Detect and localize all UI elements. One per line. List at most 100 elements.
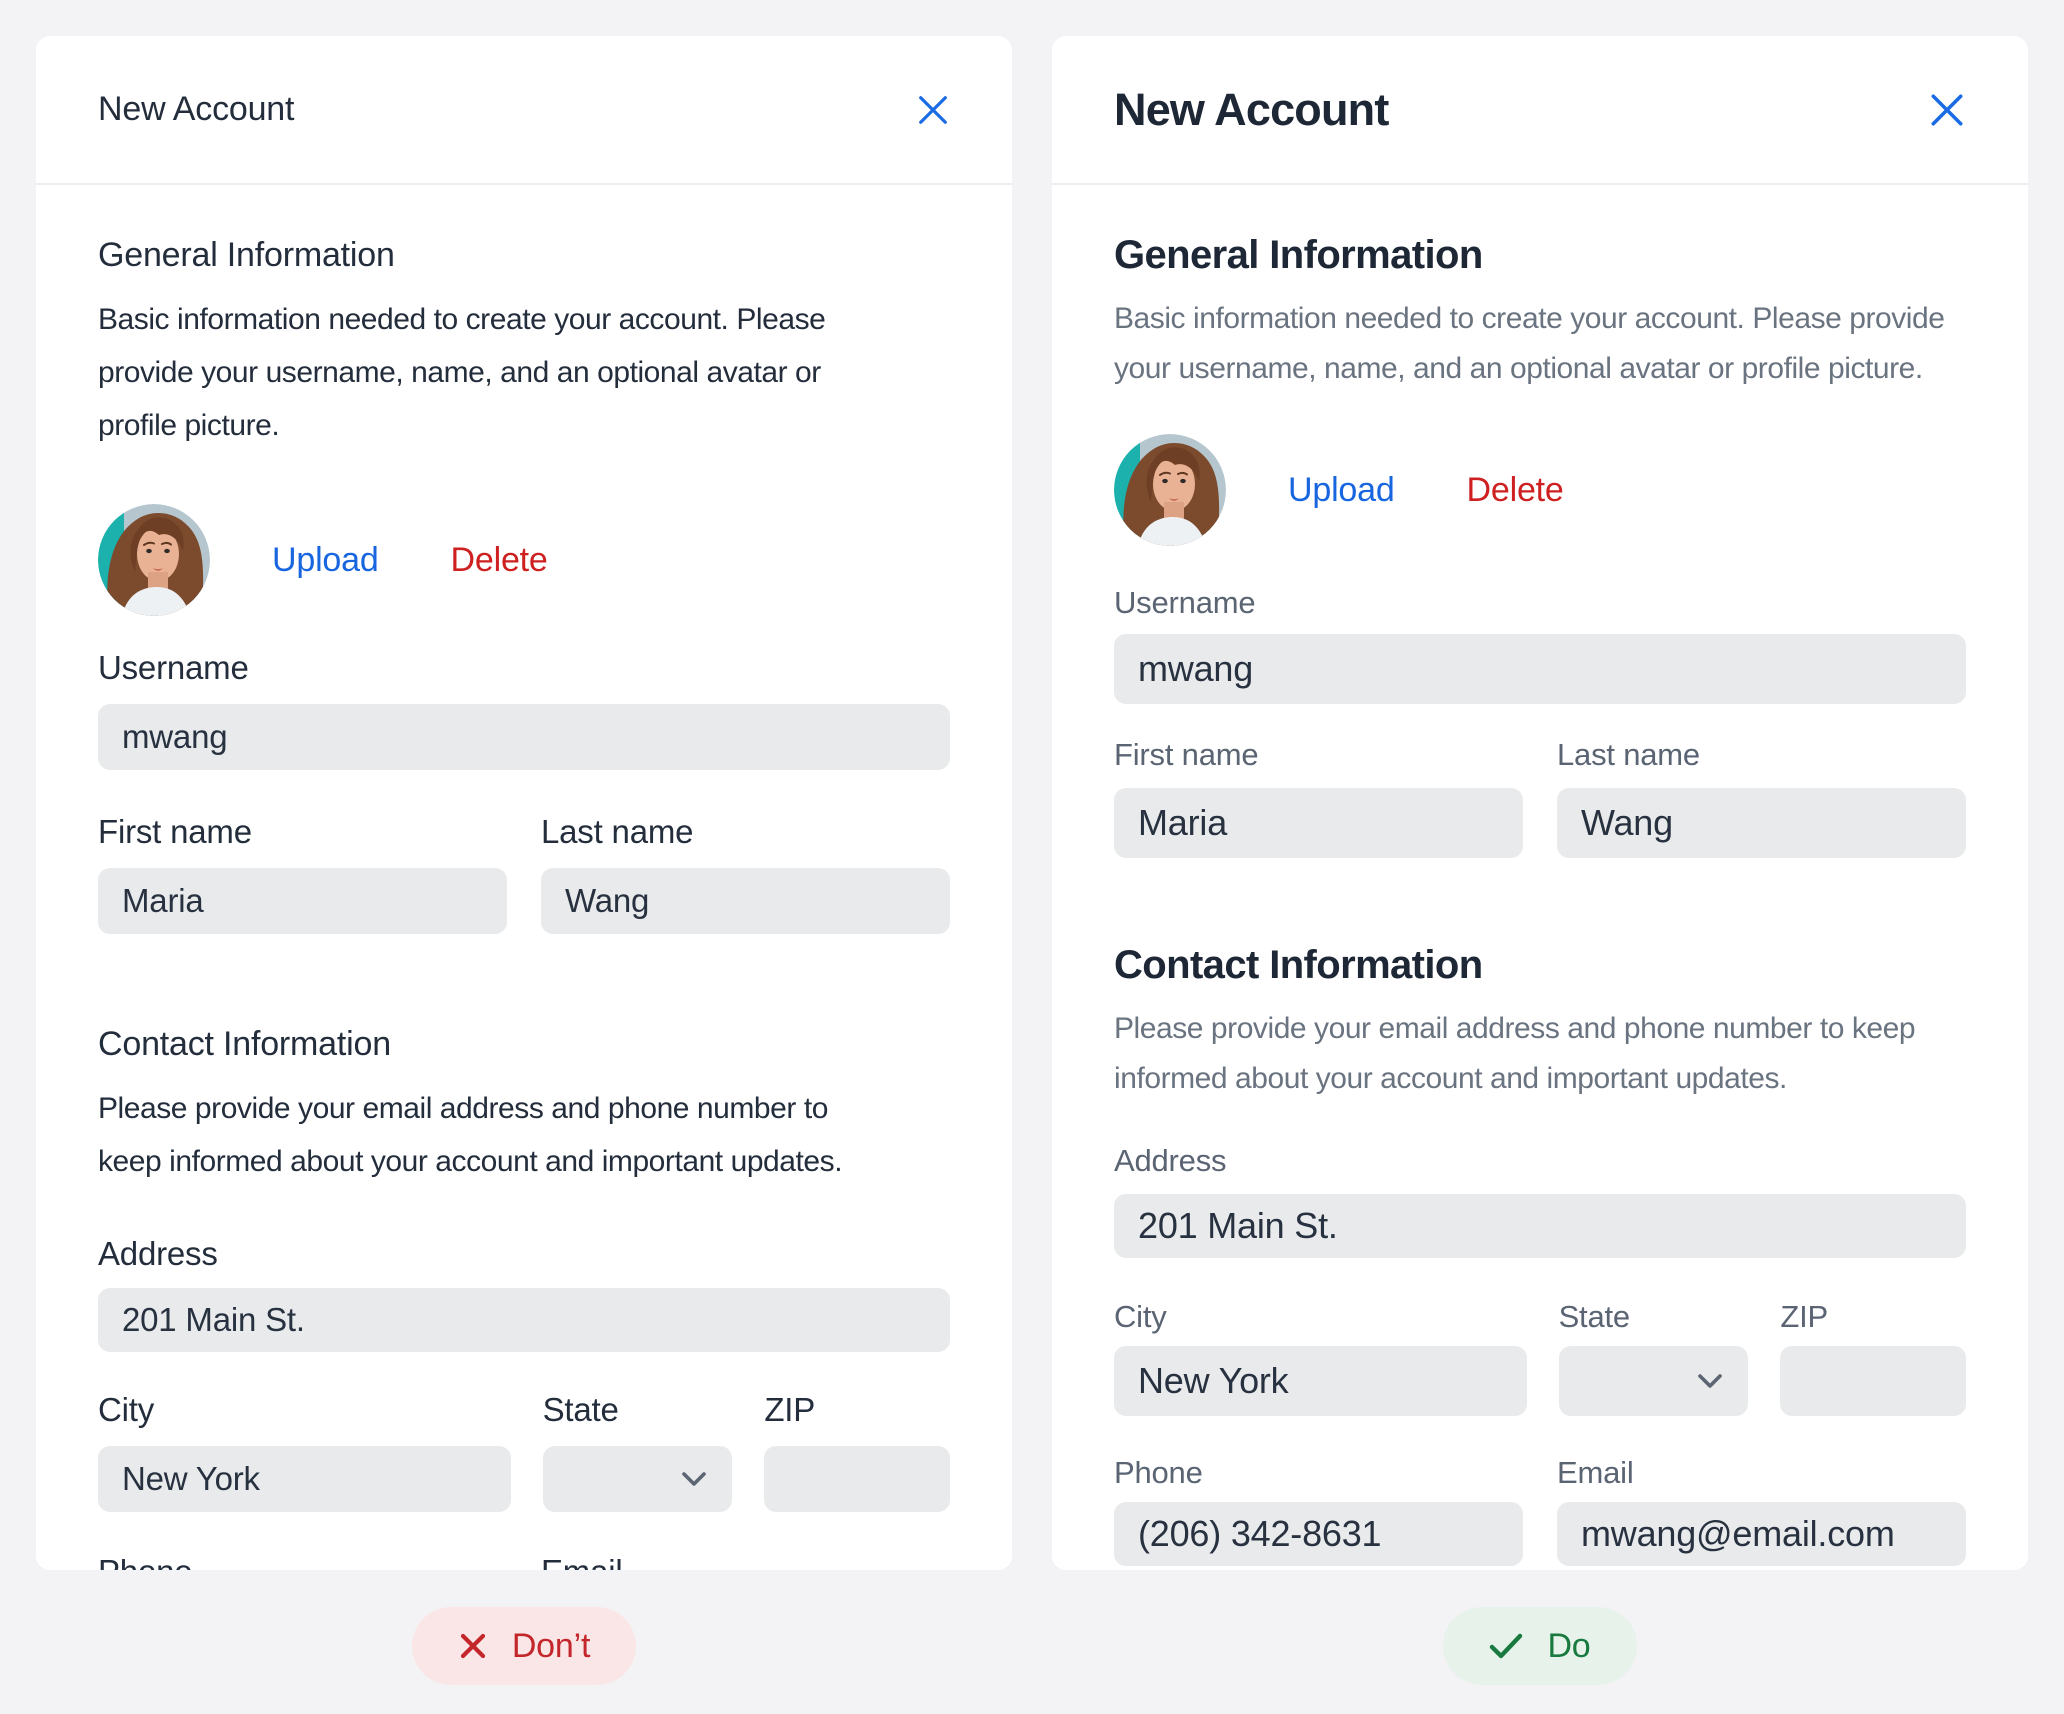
username-label: Username [98,649,249,686]
modal-body: General Information Basic information ne… [1052,232,2028,1566]
state-field: State [542,1390,733,1512]
email-label: Email [541,1552,950,1570]
username-field: Username [1114,584,1966,704]
dont-badge: Don’t [411,1607,637,1685]
dont-badge-label: Don’t [511,1626,591,1665]
city-input[interactable] [98,1446,511,1512]
avatar [98,504,210,616]
phone-label: Phone [98,1552,507,1570]
delete-button[interactable]: Delete [1466,470,1564,509]
username-input[interactable] [98,704,950,770]
x-mark-icon [460,1633,485,1659]
contact-info-description: Please provide your email address and ph… [1114,1004,1966,1104]
modal-title: New Account [1114,83,1389,135]
zip-label: ZIP [764,1391,816,1428]
address-field: Address [98,1234,950,1352]
do-panel: New Account General Information Basic in… [1052,36,2028,1570]
description-line: Please provide your email address and ph… [98,1092,828,1125]
city-field: City [98,1390,511,1512]
city-state-zip-row: City State ZIP [98,1390,950,1512]
avatar-row: Upload Delete [98,504,950,616]
last-name-label: Last name [541,813,694,850]
phone-field: Phone [1114,1454,1523,1566]
first-name-field: First name [98,812,507,934]
state-select[interactable] [1558,1346,1749,1416]
contact-info-heading: Contact Information [1114,943,1483,987]
phone-input[interactable] [1114,1502,1523,1566]
state-label: State [542,1391,619,1428]
state-select[interactable] [542,1446,733,1512]
do-column: New Account General Information Basic in… [1052,36,2028,1714]
last-name-field: Last name [541,812,950,934]
phone-email-row: Phone Email [98,1552,950,1570]
modal-header: New Account [1052,36,2028,185]
username-field: Username [98,648,950,770]
last-name-field: Last name [1557,736,1966,858]
phone-label: Phone [1114,1455,1203,1490]
address-input[interactable] [98,1288,950,1352]
avatar-row: Upload Delete [1114,434,1966,546]
name-row: First name Last name [98,812,950,934]
zip-field: ZIP [764,1390,950,1512]
avatar [1114,434,1226,546]
contact-info-heading: Contact Information [98,1025,391,1063]
email-label: Email [1557,1455,1634,1490]
name-row: First name Last name [1114,736,1966,858]
close-icon [919,95,947,124]
description-line: informed about your account and importan… [1114,1062,1787,1095]
close-button[interactable] [1928,91,1966,129]
contact-info-description: Please provide your email address and ph… [98,1082,950,1188]
do-badge: Do [1443,1607,1637,1685]
email-input[interactable] [1557,1502,1966,1566]
profile-photo [98,504,210,616]
modal-title: New Account [98,90,295,128]
phone-field: Phone [98,1552,507,1570]
city-label: City [1114,1299,1167,1334]
general-info-heading: General Information [1114,233,1483,277]
description-line: your username, name, and an optional ava… [1114,352,1923,385]
first-name-input[interactable] [1114,788,1523,858]
modal-header: New Account [36,36,1012,185]
last-name-input[interactable] [541,868,950,934]
email-field: Email [1557,1454,1966,1566]
zip-field: ZIP [1780,1298,1966,1416]
first-name-label: First name [98,813,252,850]
first-name-field: First name [1114,736,1523,858]
general-info-heading: General Information [98,236,395,274]
upload-button[interactable]: Upload [272,540,379,579]
general-info-description: Basic information needed to create your … [98,293,950,452]
zip-input[interactable] [764,1446,950,1512]
delete-button[interactable]: Delete [450,540,548,579]
state-field: State [1558,1298,1749,1416]
address-field: Address [1114,1142,1966,1258]
city-input[interactable] [1114,1346,1527,1416]
profile-photo [1114,434,1226,546]
last-name-input[interactable] [1557,788,1966,858]
close-icon [1931,93,1963,126]
address-input[interactable] [1114,1194,1966,1258]
phone-email-row: Phone Email [1114,1454,1966,1566]
description-line: provide your username, name, and an opti… [98,356,821,389]
dont-column: New Account General Information Basic in… [36,36,1012,1714]
first-name-input[interactable] [98,868,507,934]
chevron-down-icon [1698,1374,1723,1388]
city-state-zip-row: City State ZIP [1114,1298,1966,1416]
first-name-label: First name [1114,737,1259,772]
zip-input[interactable] [1780,1346,1966,1416]
check-mark-icon [1490,1633,1523,1659]
address-label: Address [98,1235,218,1272]
general-info-description: Basic information needed to create your … [1114,294,1966,394]
state-label: State [1558,1299,1631,1334]
address-label: Address [1114,1143,1227,1178]
city-field: City [1114,1298,1527,1416]
last-name-label: Last name [1557,737,1700,772]
zip-label: ZIP [1780,1299,1828,1334]
close-button[interactable] [916,93,950,127]
description-line: keep informed about your account and imp… [98,1145,843,1178]
city-label: City [98,1391,155,1428]
email-field: Email [541,1552,950,1570]
dont-panel: New Account General Information Basic in… [36,36,1012,1570]
upload-button[interactable]: Upload [1288,470,1395,509]
username-input[interactable] [1114,634,1966,704]
